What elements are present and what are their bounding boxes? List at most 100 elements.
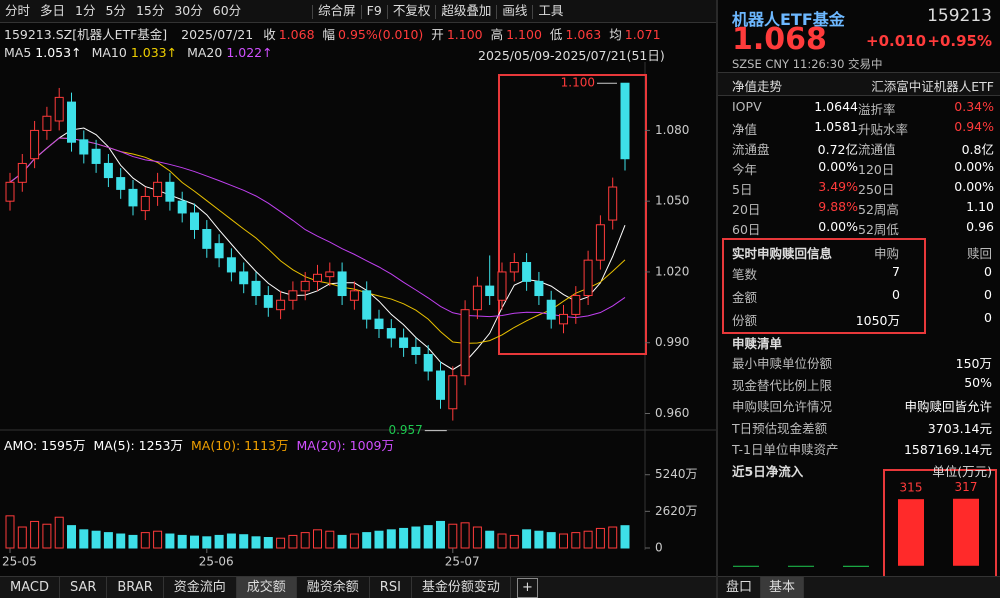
y-tick-label: 5240万 (655, 467, 698, 481)
volume-bar (226, 533, 236, 549)
row-label: 份额 (732, 313, 758, 328)
stat-label: 升贴水率 (858, 122, 909, 137)
stat-label: 流通盘 (732, 142, 770, 157)
volume-bar (386, 529, 396, 549)
candle-body (559, 313, 568, 325)
inflow-label: 317 (955, 480, 978, 494)
period-button[interactable]: 1分 (75, 3, 96, 18)
stat-value: 0.96 (966, 219, 994, 234)
period-button[interactable]: 分时 (5, 3, 31, 18)
candle-body (116, 177, 126, 190)
tab[interactable]: 基金份额变动 (412, 577, 511, 598)
tool-button[interactable]: 超级叠加 (441, 3, 492, 18)
stat-value: 3.49% (818, 179, 858, 194)
y-tick-label: 2620万 (655, 504, 698, 518)
candle-body (460, 309, 470, 377)
volume-bar (288, 534, 298, 549)
side-tab[interactable]: 盘口 (718, 577, 762, 598)
volume-bar (411, 526, 421, 549)
state: 交易中 (848, 57, 883, 71)
volume-bar (349, 533, 359, 549)
volume-bar (30, 520, 40, 549)
volume-bar (17, 526, 27, 549)
tab[interactable]: SAR (60, 577, 108, 598)
ma-label: MA10 (91, 45, 127, 60)
row-value: 0 (984, 310, 992, 325)
highlight-box (498, 74, 647, 355)
candle-body (165, 181, 175, 202)
volume-bar (559, 533, 568, 549)
row-value: 50% (964, 374, 992, 390)
stat-label: 250日 (858, 182, 895, 197)
period-button[interactable]: 5分 (105, 3, 126, 18)
period-button[interactable]: 多日 (40, 3, 66, 18)
date-label: 25-06 (199, 555, 234, 569)
row-label: 最小申赎单位份额 (732, 356, 833, 371)
candle-body (423, 354, 433, 372)
stat-value: 0.00% (954, 159, 994, 174)
volume-bar (374, 530, 384, 549)
stat-value: 0.8亿 (961, 142, 994, 157)
volume-bar (325, 530, 335, 549)
row-value: 7 (892, 264, 900, 279)
sep (435, 4, 437, 19)
info-value: 0.95%(0.010) (338, 27, 424, 42)
ma-label: MA5 (4, 45, 32, 60)
stat-value: 0.94% (954, 119, 994, 134)
section-title: 近5日净流入 (732, 464, 804, 479)
tab[interactable]: 资金流向 (164, 577, 237, 598)
ma-value: 1.053↑ (35, 45, 82, 60)
info-value: 1.100 (446, 27, 483, 42)
tab[interactable]: RSI (370, 577, 412, 598)
candle-body (497, 271, 507, 301)
side-tab[interactable]: 基本 (761, 577, 805, 598)
col-header: 赎回 (966, 246, 992, 261)
nav-left[interactable]: 净值走势 (732, 79, 783, 94)
candle-body (91, 148, 101, 164)
tool-button[interactable]: 综合屏 (318, 3, 356, 18)
date-range: 2025/05/09-2025/07/21(51日) (478, 48, 665, 63)
tab[interactable]: MACD (0, 577, 60, 598)
tab[interactable]: 融资余额 (297, 577, 370, 598)
candle-body (214, 243, 224, 259)
tool-button[interactable]: F9 (366, 3, 382, 18)
tool-button[interactable]: 画线 (502, 3, 528, 18)
candle-body (448, 375, 458, 410)
y-tick-label: 1.050 (655, 194, 689, 208)
volume-bar (153, 530, 163, 549)
sep (532, 4, 534, 19)
exchange: SZSE (732, 57, 762, 71)
high-label: 1.100 (561, 76, 595, 90)
candle-body (5, 181, 15, 202)
side-panel: 机器人ETF基金 159213 1.068 +0.010 +0.95% SZSE… (718, 0, 1000, 598)
tab[interactable]: BRAR (107, 577, 164, 598)
stat-label: IOPV (732, 99, 762, 114)
add-tab[interactable]: + (516, 578, 538, 598)
change: +0.010 (866, 32, 927, 50)
stat-label: 今年 (732, 162, 758, 177)
tool-button[interactable]: 不复权 (392, 3, 431, 18)
candle-body (411, 346, 421, 356)
candle-body (485, 285, 495, 297)
nav-bar: 净值走势 汇添富中证机器人ETF (718, 72, 1000, 96)
stat-value: 1.0581 (814, 119, 858, 134)
stat-label: 溢折率 (858, 102, 896, 117)
date-label: 25-05 (2, 555, 37, 569)
col-header: 申购 (874, 246, 900, 261)
row-label: T日预估现金差额 (732, 420, 828, 436)
period-button[interactable]: 60分 (212, 3, 242, 18)
volume-bar (79, 529, 89, 549)
y-tick-label: 0.990 (655, 335, 689, 349)
low-label: 0.957 (388, 423, 422, 437)
candle-body (546, 299, 556, 320)
period-button[interactable]: 15分 (135, 3, 165, 18)
amo-item: MA(5): 1253万 (93, 438, 183, 453)
volume-bar (91, 530, 101, 549)
date-label: 25-07 (445, 555, 480, 569)
volume-bar (263, 537, 273, 549)
tab[interactable]: 成交额 (236, 577, 297, 598)
tool-button[interactable]: 工具 (538, 3, 564, 18)
period-button[interactable]: 30分 (174, 3, 203, 18)
stat-label: 60日 (732, 222, 761, 237)
row-value: 0 (984, 287, 992, 302)
